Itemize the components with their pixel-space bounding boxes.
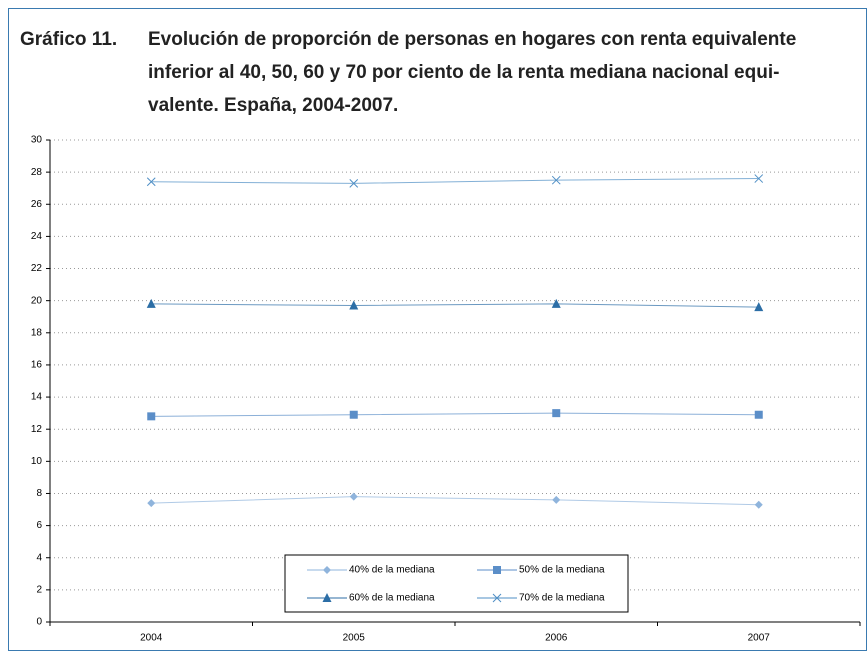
y-tick-label: 10 [31, 456, 43, 467]
legend-marker [323, 566, 331, 574]
series-line [151, 178, 759, 184]
y-tick-label: 12 [31, 424, 43, 435]
legend-box [284, 554, 629, 613]
y-tick-label: 2 [36, 585, 42, 596]
marker [552, 409, 561, 418]
marker [754, 302, 764, 312]
marker [349, 179, 359, 188]
marker [147, 412, 156, 421]
series-line [151, 496, 759, 506]
legend-marker [322, 593, 332, 602]
x-tick-label: 2004 [140, 633, 163, 644]
marker [349, 492, 358, 501]
marker [552, 495, 561, 504]
y-tick-label: 24 [31, 231, 43, 242]
marker [147, 499, 156, 508]
marker [754, 410, 763, 419]
y-tick-label: 8 [36, 488, 42, 499]
y-tick-label: 30 [31, 135, 43, 146]
marker [754, 500, 763, 509]
y-tick-label: 0 [36, 617, 42, 628]
y-tick-label: 18 [31, 327, 43, 338]
legend-label: 70% de la mediana [519, 593, 605, 604]
x-tick-label: 2007 [748, 633, 771, 644]
legend-marker [492, 593, 502, 603]
y-tick-label: 20 [31, 295, 43, 306]
marker [551, 175, 561, 185]
series-line [151, 303, 759, 308]
y-tick-label: 6 [36, 520, 42, 531]
marker [754, 174, 764, 183]
marker [551, 298, 561, 308]
y-tick-label: 4 [36, 552, 42, 563]
frame [8, 8, 867, 651]
marker [146, 177, 156, 187]
y-tick-label: 16 [31, 360, 43, 371]
marker [146, 298, 156, 308]
legend-label: 50% de la mediana [519, 565, 605, 576]
marker [349, 300, 359, 310]
y-tick-label: 28 [31, 167, 43, 178]
x-tick-label: 2005 [343, 633, 366, 644]
legend-label: 40% de la mediana [349, 565, 435, 576]
chart-title: inferior al 40, 50, 60 y 70 por ciento d… [148, 62, 779, 83]
legend-label: 60% de la mediana [349, 593, 435, 604]
chart-title: Evolución de proporción de personas en h… [148, 29, 796, 50]
chart-title-number: Gráfico 11. [20, 29, 117, 50]
marker [349, 410, 358, 419]
y-tick-label: 26 [31, 199, 43, 210]
y-tick-label: 22 [31, 263, 43, 274]
series-line [151, 412, 759, 417]
x-tick-label: 2006 [545, 633, 568, 644]
legend-marker [493, 566, 501, 574]
y-tick-label: 14 [31, 392, 43, 403]
chart-title: valente. España, 2004-2007. [148, 95, 398, 116]
